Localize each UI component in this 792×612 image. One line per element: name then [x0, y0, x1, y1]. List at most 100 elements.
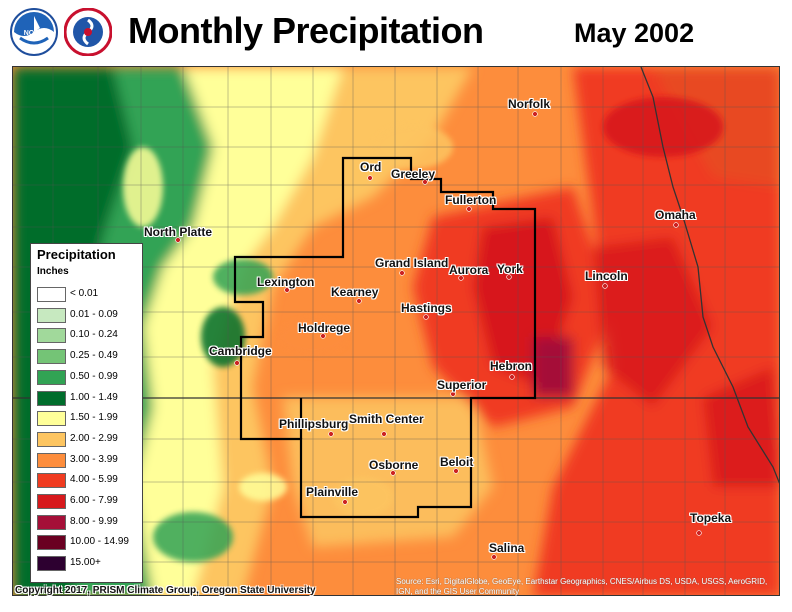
- city-label-beloit[interactable]: Beloit: [440, 455, 474, 469]
- city-dot-lexington: [284, 287, 290, 293]
- precip-patch-7: [603, 97, 723, 157]
- city-dot-smith-center: [381, 431, 387, 437]
- city-label-omaha[interactable]: Omaha: [655, 208, 696, 222]
- legend-title: Precipitation: [37, 247, 116, 262]
- precip-patch-5: [333, 477, 393, 517]
- legend-label: < 0.01: [70, 288, 99, 299]
- city-label-lincoln[interactable]: Lincoln: [585, 269, 628, 283]
- city-dot-norfolk: [532, 111, 538, 117]
- city-label-york[interactable]: York: [497, 262, 523, 276]
- legend-swatch: [37, 307, 66, 323]
- precip-patch-4: [239, 473, 287, 501]
- city-dot-omaha: [673, 222, 679, 228]
- city-label-topeka[interactable]: Topeka: [690, 511, 732, 525]
- city-markers: [175, 111, 702, 560]
- city-dot-lincoln: [602, 283, 608, 289]
- city-label-north-platte[interactable]: North Platte: [144, 225, 213, 239]
- legend-swatch: [37, 328, 66, 344]
- precip-zone-lincoln: [593, 237, 713, 407]
- precip-patch-3: [153, 512, 233, 562]
- city-label-grand-island[interactable]: Grand Island: [375, 256, 449, 270]
- legend: Precipitation Inches < 0.01 0.01 - 0.09 0.…: [30, 243, 143, 583]
- legend-label: 1.50 - 1.99: [70, 412, 118, 424]
- city-dot-beloit: [453, 468, 459, 474]
- city-dot-greeley: [422, 179, 428, 185]
- city-label-greeley[interactable]: Greeley: [391, 167, 436, 181]
- city-label-hastings[interactable]: Hastings: [401, 301, 452, 315]
- legend-swatch: [37, 431, 66, 447]
- city-label-salina[interactable]: Salina: [489, 541, 525, 555]
- legend-swatch: [37, 390, 66, 406]
- city-dot-grand-island: [399, 270, 405, 276]
- legend-label: 3.00 - 3.99: [70, 453, 118, 465]
- nws-logo: [63, 7, 113, 61]
- precip-zone-southeast: [703, 367, 779, 487]
- city-dot-cambridge: [234, 360, 240, 366]
- precip-patch-8: [123, 147, 163, 227]
- city-label-smith-center[interactable]: Smith Center: [349, 412, 424, 426]
- precip-zone-yellow: [133, 67, 343, 595]
- noaa-logo: NOAA: [10, 8, 58, 61]
- legend-label: 15.00+: [70, 557, 101, 569]
- city-label-norfolk[interactable]: Norfolk: [508, 97, 550, 111]
- precip-zone-light-orange: [193, 67, 473, 595]
- legend-label: 4.00 - 5.99: [70, 474, 118, 486]
- city-dot-phillipsburg: [328, 431, 334, 437]
- legend-label: 0.50 - 0.99: [70, 370, 118, 382]
- city-label-superior[interactable]: Superior: [437, 378, 487, 392]
- city-dot-york: [506, 274, 512, 280]
- legend-swatch: [37, 369, 66, 385]
- city-dot-hebron: [509, 374, 515, 380]
- city-label-hebron[interactable]: Hebron: [490, 359, 532, 373]
- city-label-aurora[interactable]: Aurora: [449, 263, 489, 277]
- city-dot-topeka: [696, 530, 702, 536]
- city-label-ord[interactable]: Ord: [360, 160, 382, 174]
- precip-patch-2: [201, 307, 245, 367]
- city-dot-fullerton: [466, 206, 472, 212]
- city-label-plainville[interactable]: Plainville: [306, 485, 359, 499]
- city-label-kearney[interactable]: Kearney: [331, 285, 379, 299]
- precip-zone-south-orange: [283, 397, 493, 547]
- city-dot-plainville: [342, 499, 348, 505]
- city-label-osborne[interactable]: Osborne: [369, 458, 419, 472]
- legend-swatch: [37, 473, 66, 489]
- legend-swatch: [37, 349, 66, 365]
- legend-swatch: [37, 452, 66, 468]
- city-label-cambridge[interactable]: Cambridge: [209, 344, 272, 358]
- legend-label: 0.10 - 0.24: [70, 329, 118, 341]
- city-dot-salina: [491, 554, 497, 560]
- city-label-holdrege[interactable]: Holdrege: [298, 321, 351, 335]
- legend-swatch: [37, 494, 66, 509]
- legend-swatch: [37, 287, 66, 302]
- city-dot-north-platte: [175, 237, 181, 243]
- map-date: May 2002: [574, 18, 695, 48]
- noaa-logo-text: NOAA: [24, 30, 45, 37]
- page-title: Monthly Precipitation: [128, 10, 484, 51]
- legend-swatch: [37, 411, 66, 427]
- city-dot-aurora: [458, 275, 464, 281]
- city-label-phillipsburg[interactable]: Phillipsburg: [279, 417, 349, 431]
- city-dot-ord: [367, 175, 373, 181]
- city-dot-superior: [450, 391, 456, 397]
- city-dot-holdrege: [320, 333, 326, 339]
- legend-label: 8.00 - 9.99: [70, 515, 118, 527]
- forecast-area-outline: [233, 156, 537, 519]
- legend-label: 0.25 - 0.49: [70, 350, 118, 362]
- legend-label: 6.00 - 7.99: [70, 495, 118, 506]
- state-border-missouri-river: [640, 67, 779, 484]
- legend-swatch: [37, 514, 66, 530]
- city-dot-osborne: [390, 470, 396, 476]
- copyright-text: Copyright 2017, PRISM Climate Group, Ore…: [15, 585, 316, 596]
- legend-label: 10.00 - 14.99: [70, 536, 129, 548]
- basemap-source-text: Source: Esri, DigitalGlobe, GeoEye, Eart…: [396, 577, 768, 596]
- legend-label: 1.00 - 1.49: [70, 391, 118, 403]
- precip-zone-hebron-max: [533, 337, 573, 397]
- city-label-fullerton[interactable]: Fullerton: [445, 193, 497, 207]
- legend-label: 2.00 - 2.99: [70, 432, 118, 444]
- legend-units: Inches: [37, 266, 69, 277]
- legend-swatch: [37, 556, 66, 572]
- legend-label: 0.01 - 0.09: [70, 308, 118, 320]
- header: NOAA Monthly Precipitation May 2002: [0, 0, 792, 66]
- city-label-lexington[interactable]: Lexington: [257, 275, 315, 289]
- legend-swatch: [37, 535, 66, 551]
